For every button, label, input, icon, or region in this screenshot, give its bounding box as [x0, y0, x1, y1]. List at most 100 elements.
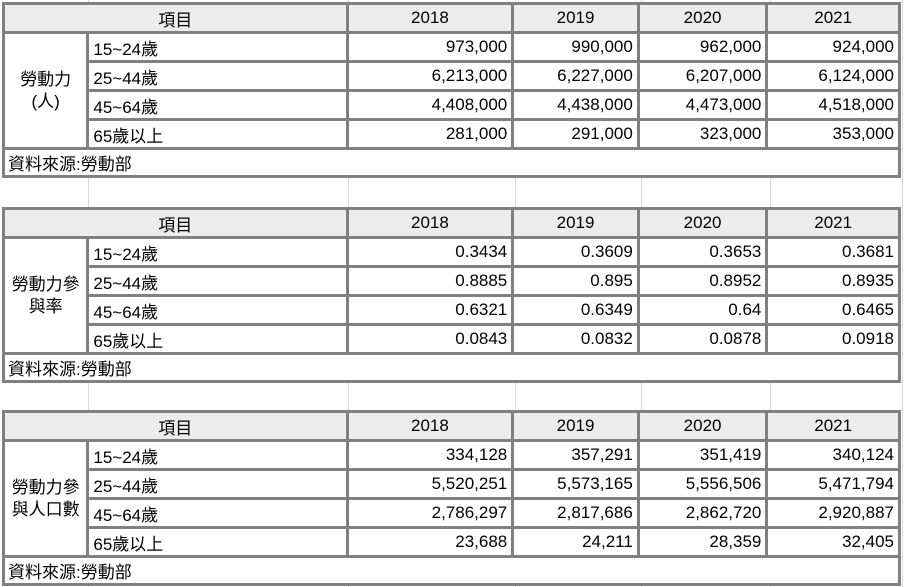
value-cell: 0.6465 [765, 294, 901, 326]
table-row: 45~64歲 0.6321 0.6349 0.64 0.6465 [4, 294, 901, 326]
source-row: 資料來源:勞動部 [2, 352, 901, 383]
age-label-cell: 25~44歲 [86, 265, 349, 297]
value-cell: 32,405 [765, 526, 901, 558]
value-cell: 6,213,000 [345, 60, 515, 92]
table-row: 65歲以上 281,000 291,000 323,000 353,000 [4, 118, 901, 150]
table-row: 25~44歲 0.8885 0.895 0.8952 0.8935 [4, 265, 901, 297]
group-label-line: 勞動力參 [11, 477, 80, 497]
value-cell: 281,000 [345, 118, 515, 150]
table-header-row: 項目 2018 2019 2020 2021 [2, 2, 901, 34]
age-label-cell: 25~44歲 [86, 60, 349, 92]
table-row: 45~64歲 4,408,000 4,438,000 4,473,000 4,5… [4, 89, 901, 121]
table-header-row: 項目 2018 2019 2020 2021 [2, 410, 901, 442]
value-cell: 24,211 [511, 526, 640, 558]
value-cell: 0.3681 [765, 236, 901, 268]
source-row: 資料來源:勞動部 [2, 147, 901, 178]
value-cell: 0.3434 [345, 236, 515, 268]
age-label-cell: 65歲以上 [86, 526, 349, 558]
value-cell: 0.0843 [345, 323, 515, 355]
value-cell: 4,408,000 [345, 89, 515, 121]
value-cell: 5,520,251 [345, 468, 515, 500]
participation-rate-table: 項目 2018 2019 2020 2021 勞動力參 與率 15~24歲 0.3… [1, 207, 901, 383]
labor-force-table: 項目 2018 2019 2020 2021 勞動力 (人) 15~24歲 973… [1, 2, 901, 178]
value-cell: 28,359 [636, 526, 769, 558]
value-cell: 0.64 [636, 294, 769, 326]
value-cell: 6,207,000 [636, 60, 769, 92]
header-year-cell: 2019 [511, 207, 640, 239]
age-label-cell: 15~24歲 [86, 31, 349, 63]
header-item-cell: 項目 [2, 2, 349, 34]
table-row: 25~44歲 5,520,251 5,573,165 5,556,506 5,4… [4, 468, 901, 500]
value-cell: 924,000 [765, 31, 901, 63]
value-cell: 2,817,686 [511, 497, 640, 529]
table-row: 65歲以上 0.0843 0.0832 0.0878 0.0918 [4, 323, 901, 355]
value-cell: 0.3653 [636, 236, 769, 268]
value-cell: 0.6321 [345, 294, 515, 326]
age-label-cell: 45~64歲 [86, 497, 349, 529]
table-row: 勞動力參 與人口數 15~24歲 334,128 357,291 351,419 … [1, 439, 901, 558]
header-year-cell: 2021 [765, 2, 901, 34]
value-cell: 4,438,000 [511, 89, 640, 121]
group-label-line: 與率 [28, 296, 63, 316]
table-row: 勞動力 (人) 15~24歲 973,000 990,000 962,000 92… [1, 31, 901, 150]
table-row: 65歲以上 23,688 24,211 28,359 32,405 [4, 526, 901, 558]
group-label-cell: 勞動力 (人) [1, 31, 90, 150]
value-cell: 0.0878 [636, 323, 769, 355]
source-cell: 資料來源:勞動部 [2, 147, 901, 178]
value-cell: 0.8952 [636, 265, 769, 297]
header-year-cell: 2018 [345, 207, 515, 239]
header-year-cell: 2018 [345, 2, 515, 34]
header-item-cell: 項目 [2, 207, 349, 239]
value-cell: 0.8935 [765, 265, 901, 297]
value-cell: 334,128 [345, 439, 515, 471]
source-cell: 資料來源:勞動部 [2, 555, 901, 586]
group-label-cell: 勞動力參 與率 [1, 236, 90, 355]
group-label-line: (人) [31, 91, 60, 111]
value-cell: 4,473,000 [636, 89, 769, 121]
participation-population-table: 項目 2018 2019 2020 2021 勞動力參 與人口數 15~24歲 3… [1, 410, 901, 586]
group-label-line: 勞動力 [20, 69, 72, 89]
age-label-cell: 15~24歲 [86, 439, 349, 471]
value-cell: 2,920,887 [765, 497, 901, 529]
value-cell: 0.895 [511, 265, 640, 297]
value-cell: 5,471,794 [765, 468, 901, 500]
value-cell: 973,000 [345, 31, 515, 63]
table-header-row: 項目 2018 2019 2020 2021 [2, 207, 901, 239]
header-year-cell: 2018 [345, 410, 515, 442]
table-row: 25~44歲 6,213,000 6,227,000 6,207,000 6,1… [4, 60, 901, 92]
header-year-cell: 2020 [636, 410, 769, 442]
value-cell: 0.0832 [511, 323, 640, 355]
header-year-cell: 2020 [636, 207, 769, 239]
value-cell: 4,518,000 [765, 89, 901, 121]
value-cell: 351,419 [636, 439, 769, 471]
header-item-cell: 項目 [2, 410, 349, 442]
group-label-line: 勞動力參 [11, 274, 80, 294]
age-label-cell: 65歲以上 [86, 323, 349, 355]
value-cell: 0.8885 [345, 265, 515, 297]
value-cell: 962,000 [636, 31, 769, 63]
age-label-cell: 15~24歲 [86, 236, 349, 268]
header-year-cell: 2021 [765, 410, 901, 442]
value-cell: 5,556,506 [636, 468, 769, 500]
header-year-cell: 2019 [511, 2, 640, 34]
table-row: 勞動力參 與率 15~24歲 0.3434 0.3609 0.3653 0.368… [1, 236, 901, 355]
age-label-cell: 65歲以上 [86, 118, 349, 150]
value-cell: 291,000 [511, 118, 640, 150]
age-label-cell: 25~44歲 [86, 468, 349, 500]
age-label-cell: 45~64歲 [86, 294, 349, 326]
value-cell: 0.6349 [511, 294, 640, 326]
value-cell: 340,124 [765, 439, 901, 471]
header-year-cell: 2021 [765, 207, 901, 239]
value-cell: 357,291 [511, 439, 640, 471]
value-cell: 6,124,000 [765, 60, 901, 92]
value-cell: 5,573,165 [511, 468, 640, 500]
value-cell: 23,688 [345, 526, 515, 558]
age-label-cell: 45~64歲 [86, 89, 349, 121]
group-label-cell: 勞動力參 與人口數 [1, 439, 90, 558]
header-year-cell: 2020 [636, 2, 769, 34]
value-cell: 6,227,000 [511, 60, 640, 92]
group-label-line: 與人口數 [11, 499, 80, 519]
value-cell: 353,000 [765, 118, 901, 150]
value-cell: 0.3609 [511, 236, 640, 268]
table-row: 45~64歲 2,786,297 2,817,686 2,862,720 2,9… [4, 497, 901, 529]
